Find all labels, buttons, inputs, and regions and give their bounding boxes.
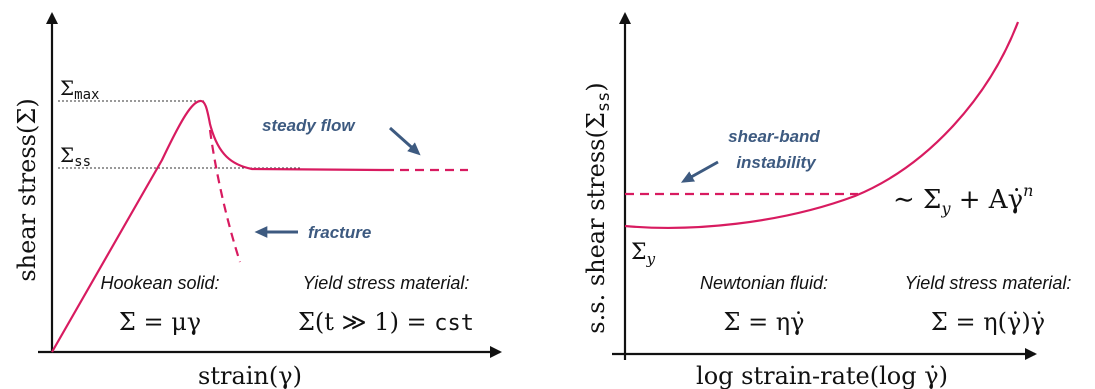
steady-flow-arrow [389,126,421,156]
shear-band-label-line1: shear-band [728,127,820,146]
right-panel: s.s. shear stress(Σss) log strain-rate(l… [582,12,1072,389]
yield-title-left: Yield stress material: [303,273,470,293]
hookean-title: Hookean solid: [100,273,219,293]
left-x-axis-label: strain(γ) [198,362,302,389]
yield-title-right: Yield stress material: [905,273,1072,293]
sigma-y-label: Σy [631,240,656,268]
yield-equation-right: Σ = η(γ̇)γ̇ [931,308,1045,336]
fracture-label: fracture [308,223,371,242]
right-y-axis-label: s.s. shear stress(Σss) [582,82,614,333]
left-panel: shear stress(Σ) strain(γ) Σmax Σss stead… [13,12,502,389]
shear-band-label-line2: instability [736,153,817,172]
yield-equation-left: Σ(t ≫ 1) = cst [298,308,474,336]
newtonian-title: Newtonian fluid: [700,273,828,293]
left-y-axis-label: shear stress(Σ) [13,98,41,281]
right-x-axis-label: log strain-rate(log γ̇) [696,362,948,389]
steady-flow-label: steady flow [262,116,356,135]
sigma-ss-label: Σss [60,143,91,170]
shear-band-arrow [680,160,719,183]
hookean-equation: Σ = μγ [119,308,201,336]
sigma-max-label: Σmax [60,76,99,103]
power-law-label: ∼ Σy + Aγ̇n [893,181,1033,218]
stress-strain-curve [51,99,386,353]
flow-curve [624,21,1020,229]
newtonian-equation: Σ = ηγ̇ [723,308,804,336]
fracture-branch [208,129,242,263]
